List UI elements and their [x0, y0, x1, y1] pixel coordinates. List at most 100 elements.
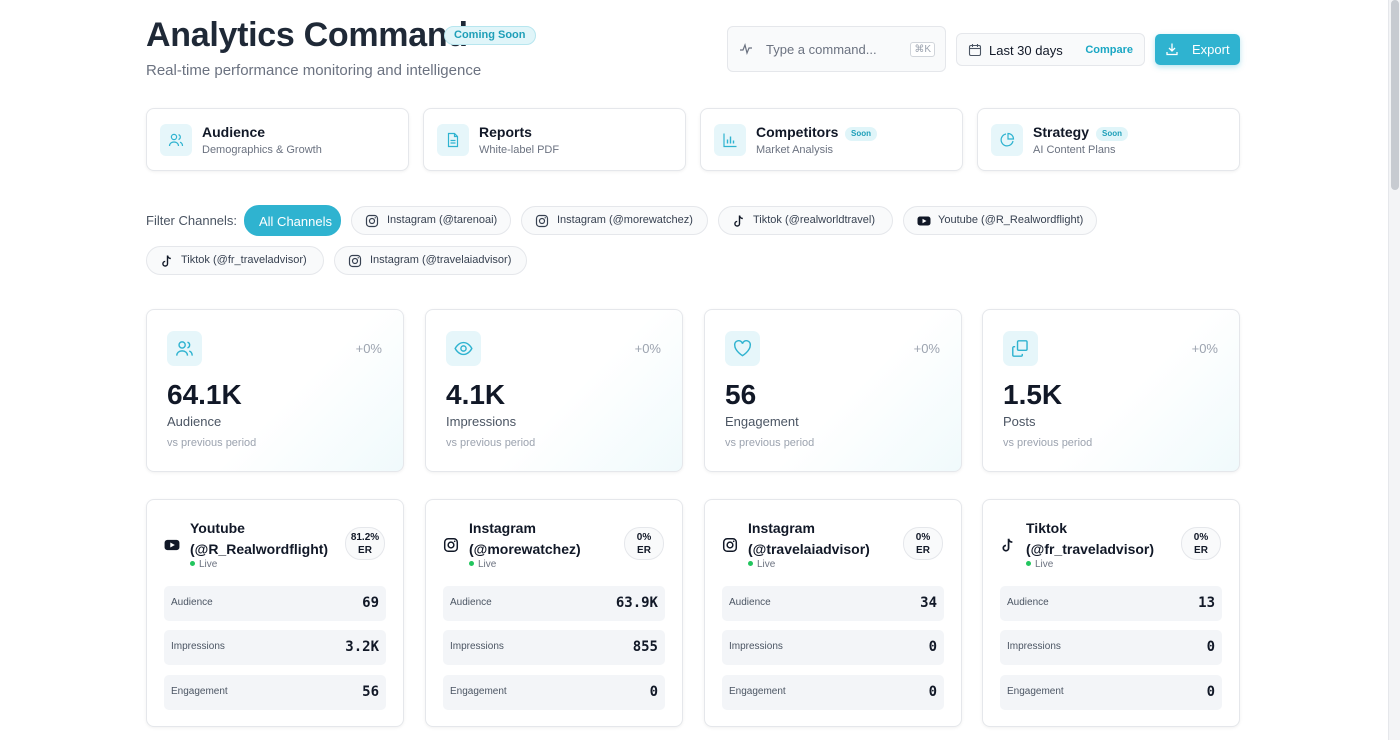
channel-name: Instagram (@travelaiadvisor)	[748, 518, 898, 560]
stat-label: Engagement	[450, 686, 507, 697]
stat-row-audience: Audience 69	[164, 586, 386, 621]
stat-row-engagement: Engagement 56	[164, 675, 386, 710]
channel-name: Instagram (@morewatchez)	[469, 518, 619, 560]
activity-icon	[740, 43, 752, 55]
stat-row-engagement: Engagement 0	[443, 675, 665, 710]
chip-label: Instagram (@morewatchez)	[557, 214, 693, 226]
metric-card-impressions: +0% 4.1K Impressions vs previous period	[425, 309, 683, 472]
coming-soon-badge: Coming Soon	[444, 26, 536, 45]
eye-icon	[446, 331, 481, 366]
calendar-icon	[968, 44, 982, 57]
channel-card-tiktok-fr-traveladvisor[interactable]: Tiktok (@fr_traveladvisor) Live 0% ER Audi…	[982, 499, 1240, 727]
stat-row-audience: Audience 63.9K	[443, 586, 665, 621]
live-status: Live	[190, 559, 217, 570]
nav-card-subtitle: White-label PDF	[479, 144, 560, 156]
live-status: Live	[469, 559, 496, 570]
chip-label: Tiktok (@fr_traveladvisor)	[181, 254, 307, 266]
channel-card-instagram-morewatchez[interactable]: Instagram (@morewatchez) Live 0% ER Audien…	[425, 499, 683, 727]
soon-badge: Soon	[845, 127, 877, 141]
channel-platform: Instagram	[748, 520, 815, 536]
er-value: 0%	[636, 532, 652, 543]
soon-badge: Soon	[1096, 127, 1128, 141]
users-icon	[160, 124, 192, 156]
heart-icon	[725, 331, 760, 366]
channel-card-instagram-travelaiadvisor[interactable]: Instagram (@travelaiadvisor) Live 0% ER Au…	[704, 499, 962, 727]
export-button[interactable]: Export	[1155, 34, 1240, 65]
metric-label: Posts	[1003, 414, 1036, 429]
instagram-icon	[443, 537, 459, 553]
stat-value: 0	[649, 684, 658, 700]
compare-button[interactable]: Compare	[1085, 44, 1133, 56]
metric-delta: +0%	[355, 341, 382, 356]
page-scrollbar[interactable]	[1388, 0, 1400, 740]
nav-card-audience[interactable]: Audience Demographics & Growth	[146, 108, 409, 171]
metric-value: 4.1K	[446, 379, 506, 410]
metric-card-posts: +0% 1.5K Posts vs previous period	[982, 309, 1240, 472]
channel-handle: (@travelaiadvisor)	[748, 541, 870, 557]
filter-chip-all-channels[interactable]: All Channels	[244, 205, 341, 236]
youtube-icon	[917, 216, 931, 226]
date-range-picker[interactable]: Last 30 days Compare	[956, 33, 1145, 66]
command-shortcut: ⌘K	[910, 42, 935, 57]
filter-chip-instagram-morewatchez[interactable]: Instagram (@morewatchez)	[521, 206, 708, 235]
users-icon	[167, 331, 202, 366]
channel-handle: (@morewatchez)	[469, 541, 581, 557]
date-range-value: Last 30 days	[989, 43, 1063, 58]
stat-label: Audience	[171, 597, 213, 608]
metric-compare-text: vs previous period	[446, 437, 536, 449]
nav-card-reports[interactable]: Reports White-label PDF	[423, 108, 686, 171]
nav-card-strategy[interactable]: Strategy Soon AI Content Plans	[977, 108, 1240, 171]
engagement-rate-badge: 0% ER	[624, 527, 664, 560]
stat-label: Engagement	[171, 686, 228, 697]
filter-chip-tiktok-realworldtravel[interactable]: Tiktok (@realworldtravel)	[718, 206, 893, 235]
nav-card-title: Audience	[202, 124, 266, 140]
nav-card-competitors[interactable]: Competitors Soon Market Analysis	[700, 108, 963, 171]
stat-row-audience: Audience 13	[1000, 586, 1222, 621]
filter-chip-tiktok-fr-traveladvisor[interactable]: Tiktok (@fr_traveladvisor)	[146, 246, 324, 275]
stat-value: 0	[1206, 639, 1215, 655]
er-label: ER	[358, 545, 372, 556]
stat-row-engagement: Engagement 0	[1000, 675, 1222, 710]
stat-label: Impressions	[729, 641, 783, 652]
stat-value: 56	[362, 684, 379, 700]
channel-platform: Tiktok	[1026, 520, 1067, 536]
nav-card-subtitle: Demographics & Growth	[202, 144, 322, 156]
metric-delta: +0%	[1191, 341, 1218, 356]
tiktok-icon	[734, 215, 743, 227]
filter-chip-youtube-r-realwordflight[interactable]: Youtube (@R_Realwordflight)	[903, 206, 1097, 235]
scrollbar-thumb[interactable]	[1391, 0, 1399, 190]
page-title: Analytics Command	[146, 16, 468, 54]
live-label: Live	[199, 559, 218, 570]
stat-label: Impressions	[1007, 641, 1061, 652]
filter-chip-instagram-travelaiadvisor[interactable]: Instagram (@travelaiadvisor)	[334, 246, 527, 275]
stat-value: 0	[928, 639, 937, 655]
chip-label: Youtube (@R_Realwordflight)	[938, 214, 1084, 226]
metric-label: Impressions	[446, 414, 517, 429]
filter-chip-instagram-tarenoai[interactable]: Instagram (@tarenoai)	[351, 206, 511, 235]
live-dot-icon	[469, 561, 474, 566]
live-status: Live	[1026, 559, 1053, 570]
er-label: ER	[637, 545, 651, 556]
channel-filters: Filter Channels: All Channels Instagram …	[146, 205, 1240, 277]
metric-label: Engagement	[725, 414, 799, 429]
nav-card-title: Strategy	[1033, 124, 1090, 140]
live-label: Live	[1035, 559, 1054, 570]
stat-label: Engagement	[729, 686, 786, 697]
tiktok-icon	[1002, 538, 1013, 552]
channel-platform: Instagram	[469, 520, 536, 536]
metric-delta: +0%	[634, 341, 661, 356]
filter-label: Filter Channels:	[146, 213, 238, 228]
er-label: ER	[1194, 545, 1208, 556]
channel-card-youtube[interactable]: Youtube (@R_Realwordflight) Live 81.2% ER …	[146, 499, 404, 727]
metric-card-audience: +0% 64.1K Audience vs previous period	[146, 309, 404, 472]
chip-label: Tiktok (@realworldtravel)	[753, 214, 876, 226]
copy-icon	[1003, 331, 1038, 366]
metric-label: Audience	[167, 414, 222, 429]
metric-compare-text: vs previous period	[1003, 437, 1093, 449]
stat-row-audience: Audience 34	[722, 586, 944, 621]
channel-name: Tiktok (@fr_traveladvisor)	[1026, 518, 1176, 560]
live-status: Live	[748, 559, 775, 570]
nav-card-subtitle: AI Content Plans	[1033, 144, 1116, 156]
download-icon	[1166, 43, 1178, 56]
command-palette-input[interactable]: Type a command... ⌘K	[727, 26, 946, 72]
